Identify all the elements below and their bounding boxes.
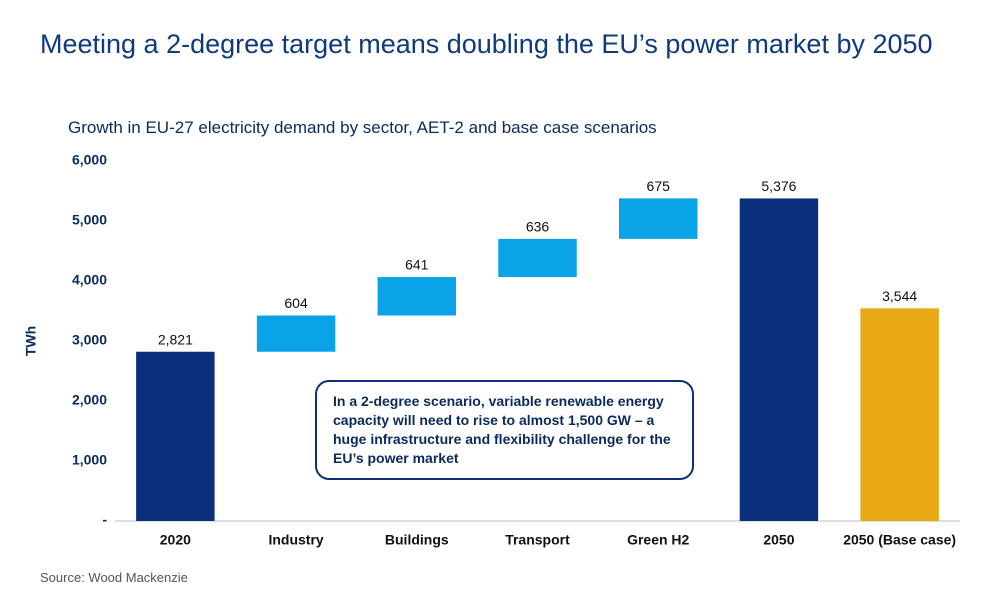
x-tick-label: Green H2 [627,532,689,548]
value-label: 604 [284,295,308,311]
bar [256,315,336,352]
bar [498,238,577,278]
y-tick-label: - [102,512,107,528]
bar [618,198,698,239]
value-label: 3,544 [882,288,917,304]
y-tick-label: 1,000 [72,452,107,468]
y-tick-label: 5,000 [72,212,107,228]
chart-subtitle: Growth in EU-27 electricity demand by se… [68,118,657,137]
value-label: 675 [647,178,671,194]
bar [136,351,215,521]
bar [739,198,819,521]
y-tick-label: 4,000 [72,272,107,288]
y-axis-label: TWh [23,326,39,356]
x-tick-label: 2020 [160,532,191,548]
value-label: 636 [526,219,550,235]
value-label: 641 [405,257,429,273]
y-tick-label: 6,000 [72,152,107,168]
bar [377,277,457,316]
bar [860,308,939,521]
source: Source: Wood Mackenzie [40,570,188,585]
x-tick-label: 2050 (Base case) [843,532,956,548]
value-label: 5,376 [761,178,796,194]
x-tick-label: Transport [505,532,570,548]
x-tick-label: Industry [268,532,323,548]
y-tick-label: 3,000 [72,332,107,348]
annotation: In a 2-degree scenario, variable renewab… [315,380,694,480]
x-tick-label: Buildings [385,532,449,548]
y-tick-label: 2,000 [72,392,107,408]
x-tick-label: 2050 [763,532,794,548]
value-label: 2,821 [158,331,193,347]
chart-title: Meeting a 2-degree target means doubling… [40,29,933,59]
